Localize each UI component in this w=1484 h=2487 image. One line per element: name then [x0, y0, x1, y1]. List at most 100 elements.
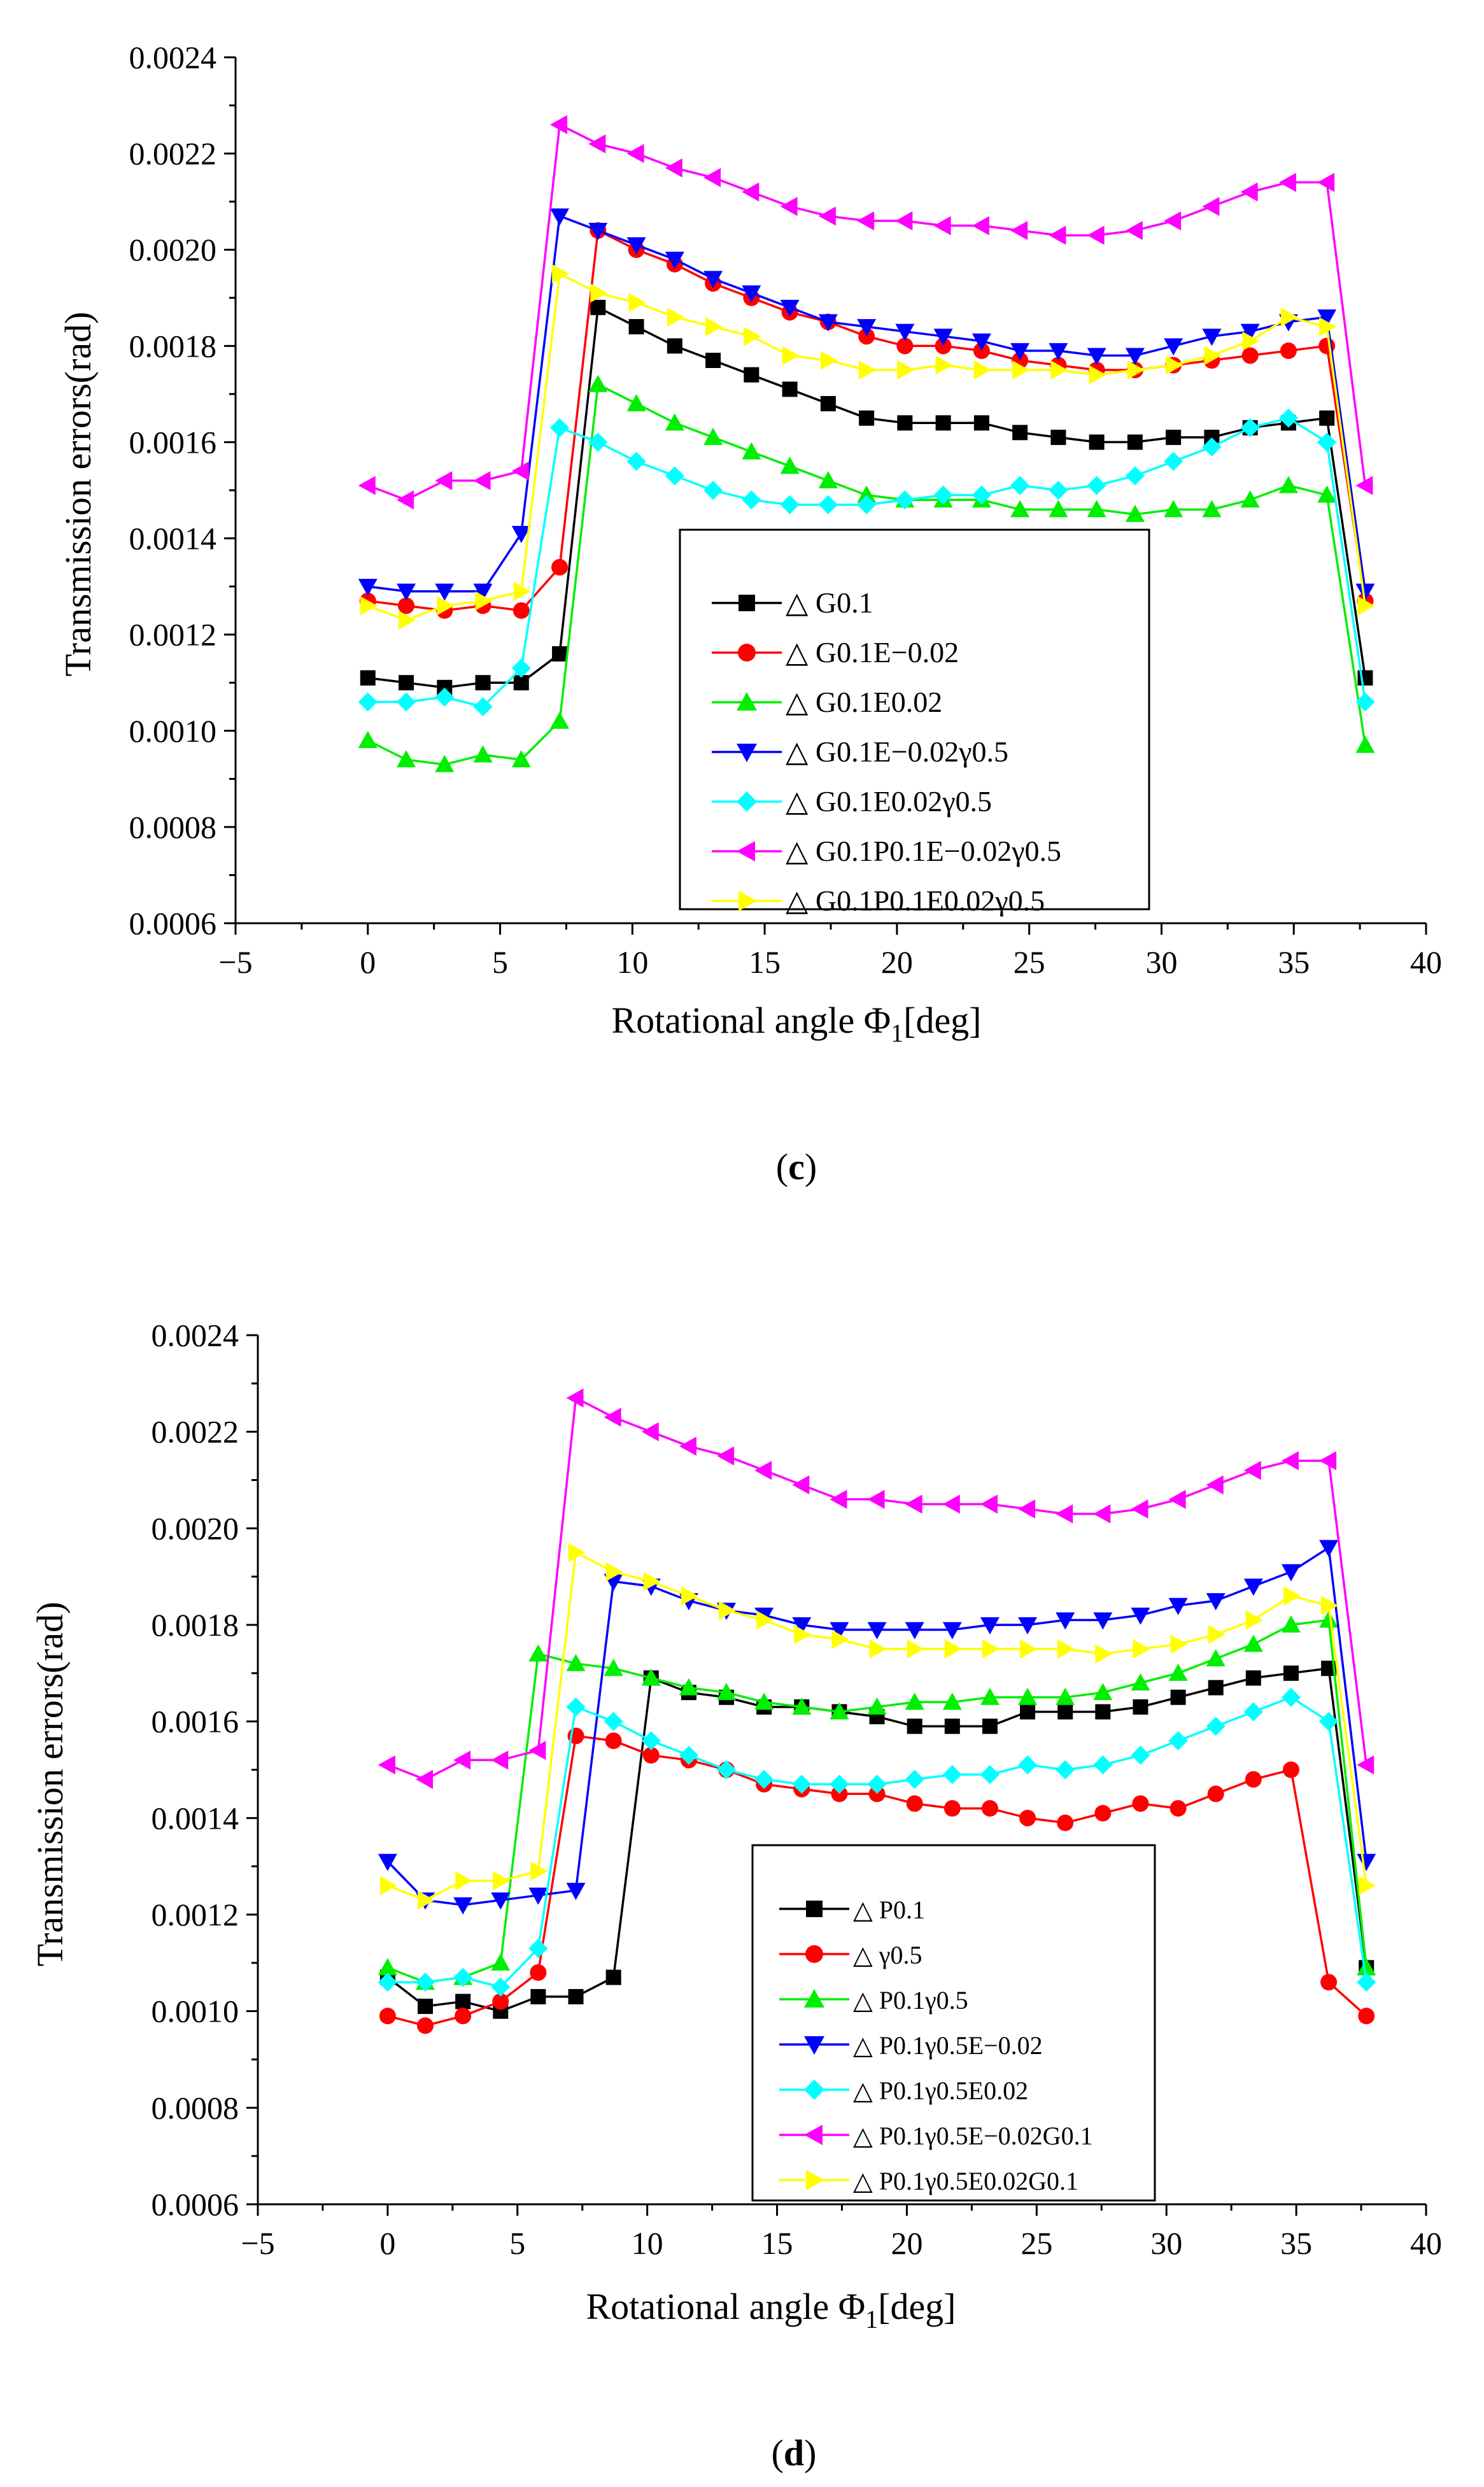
data-point: [905, 1494, 922, 1514]
y-axis-label-c: Transmission errors(rad): [57, 312, 99, 677]
x-tick-label: 25: [1021, 2225, 1052, 2261]
data-point: [1202, 500, 1222, 518]
y-tick-label: 0.0024: [129, 39, 217, 75]
data-point: [473, 471, 491, 490]
x-tick-label: −5: [241, 2225, 274, 2261]
data-point: [665, 158, 682, 178]
x-tick-label: 15: [761, 2225, 793, 2261]
data-point: [820, 396, 836, 411]
data-point: [528, 1887, 548, 1905]
data-point: [1056, 1687, 1075, 1705]
data-point: [1283, 1665, 1299, 1681]
data-point: [453, 1750, 471, 1770]
tick-labels-c: −5 0 5 10 15 20 25 30 35 40 0.0006 0.0008 0.0010 0.00…: [129, 39, 1443, 980]
data-point: [628, 293, 646, 313]
data-point: [358, 692, 378, 712]
data-point: [1319, 1540, 1339, 1557]
data-point: [792, 1475, 810, 1495]
data-point: [858, 328, 875, 345]
legend-label: △ G0.1E−0.02: [786, 636, 959, 669]
data-point: [605, 1969, 621, 1985]
data-point: [1355, 692, 1375, 712]
data-point: [568, 1543, 586, 1562]
data-point: [1280, 308, 1298, 327]
legend-label: △ G0.1P0.1E0.02γ0.5: [786, 884, 1045, 917]
series-5: [378, 1687, 1376, 1997]
x-tick-label: 30: [1150, 2225, 1182, 2261]
data-point: [358, 579, 378, 597]
data-point: [717, 1760, 737, 1780]
data-point: [754, 1461, 772, 1480]
legend-label: △ P0.1γ0.5E−0.02G0.1: [853, 2122, 1093, 2150]
data-point: [1010, 500, 1030, 518]
data-point: [742, 182, 760, 202]
data-point: [665, 466, 684, 486]
data-point: [1357, 1755, 1374, 1775]
data-point: [980, 1765, 1000, 1785]
data-point: [1278, 173, 1296, 192]
legend-marker: [806, 2170, 824, 2190]
data-point: [1243, 1578, 1263, 1596]
data-point: [378, 1853, 397, 1871]
x-axis-label-unit-d: [deg]: [878, 2286, 956, 2327]
data-point: [1317, 309, 1337, 327]
data-point: [455, 1871, 473, 1890]
data-point: [1049, 500, 1068, 518]
data-point: [830, 1489, 847, 1509]
data-point: [1240, 490, 1260, 508]
data-point: [1125, 466, 1145, 486]
data-point: [972, 333, 991, 351]
data-point: [794, 1625, 812, 1645]
data-point: [1018, 1617, 1038, 1634]
data-point: [566, 1654, 586, 1671]
legend-entry: △ G0.1P0.1E0.02γ0.5: [712, 884, 1045, 917]
data-point: [1125, 504, 1145, 522]
data-point: [475, 675, 491, 691]
series-6: [378, 1388, 1374, 1789]
legend-marker: [737, 791, 757, 812]
data-point: [552, 264, 570, 283]
data-point: [818, 206, 836, 226]
data-point: [780, 495, 800, 514]
data-point: [590, 283, 608, 303]
x-tick-label: 15: [749, 944, 781, 980]
x-tick-label: 5: [509, 2225, 525, 2261]
data-point: [1131, 1499, 1148, 1519]
data-point: [1245, 1670, 1261, 1686]
data-point: [588, 134, 606, 153]
data-point: [416, 1973, 435, 1992]
data-point: [1087, 225, 1105, 245]
y-tick-label: 0.0020: [152, 1510, 239, 1546]
data-point: [493, 1871, 511, 1890]
data-point: [980, 1617, 1000, 1634]
data-point: [604, 1407, 621, 1427]
data-point: [626, 394, 646, 411]
data-point: [782, 346, 800, 365]
data-point: [378, 1958, 397, 1976]
data-point: [491, 1892, 511, 1910]
y-tick-label: 0.0010: [152, 1994, 239, 2029]
x-axis-label-unit-c: [deg]: [903, 1000, 981, 1041]
data-point: [1168, 1598, 1188, 1615]
data-point: [818, 314, 838, 332]
data-point: [641, 1422, 659, 1442]
data-point: [754, 1692, 774, 1710]
x-axis-label-main-c: Rotational angle Φ: [612, 1000, 891, 1041]
data-point: [1089, 434, 1105, 450]
legend-marker: [738, 891, 757, 911]
data-point: [491, 1977, 511, 1997]
legend-entry: △ G0.1E−0.02γ0.5: [712, 735, 1008, 768]
data-point: [1170, 1634, 1188, 1654]
y-tick-label: 0.0014: [129, 521, 217, 556]
data-point: [512, 602, 530, 619]
data-point: [1131, 1745, 1150, 1765]
panel-caption-d: (d): [772, 2432, 817, 2474]
series-7: [379, 1543, 1376, 1910]
legend-label: △ P0.1: [853, 1895, 925, 1924]
legend-label: △ P0.1γ0.5: [853, 1986, 968, 2015]
series-3: [358, 374, 1375, 772]
data-point: [1317, 485, 1337, 503]
y-tick-label: 0.0018: [152, 1607, 239, 1643]
data-point: [1245, 1610, 1263, 1630]
data-point: [859, 410, 875, 426]
